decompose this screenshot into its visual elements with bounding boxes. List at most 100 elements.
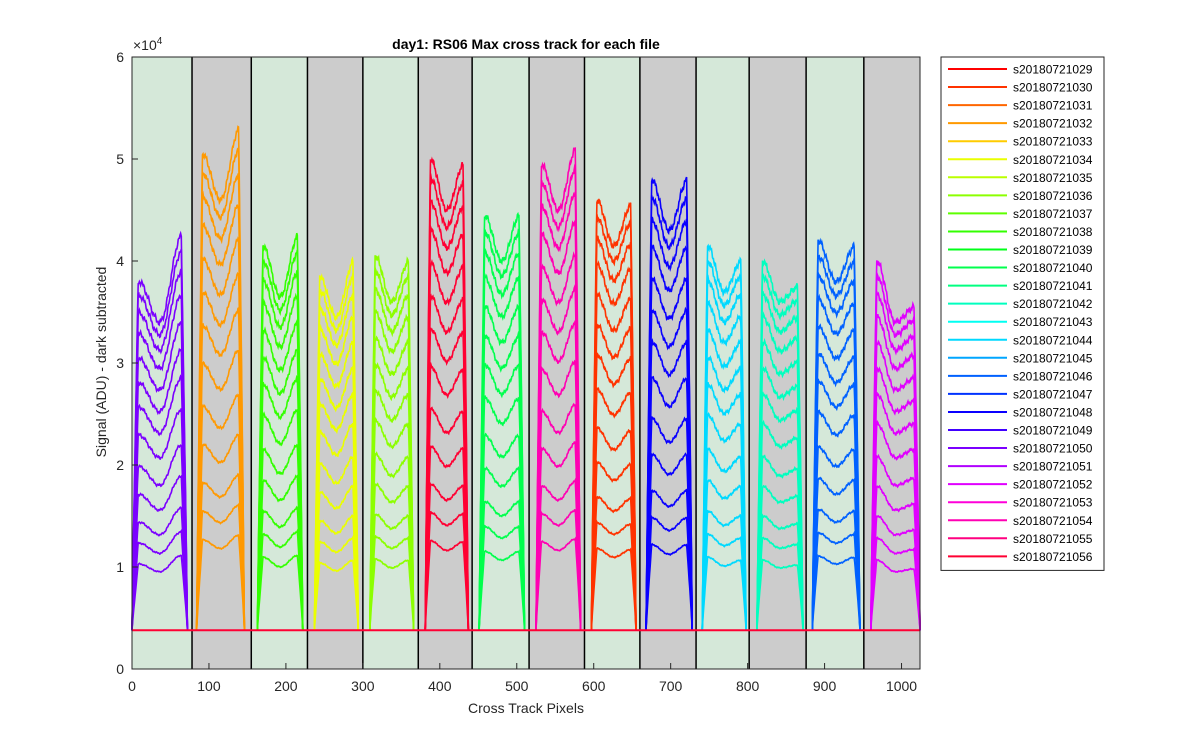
x-tick-label-9: 900 xyxy=(813,678,837,694)
segment-11-curve-6 xyxy=(756,391,804,631)
x-tick-label-0: 0 xyxy=(128,678,136,694)
legend-entry-18: s20180721047 xyxy=(948,387,1093,401)
legend-label-6: s20180721035 xyxy=(1013,171,1093,185)
segment-7-curve-0 xyxy=(535,536,582,631)
legend-entry-26: s20180721055 xyxy=(948,532,1093,546)
legend-entry-14: s20180721043 xyxy=(948,315,1093,329)
segment-9-curve-8 xyxy=(645,276,693,631)
legend-label-11: s20180721040 xyxy=(1013,261,1093,275)
segment-4-curve-2 xyxy=(369,513,415,631)
segment-13-curve-5 xyxy=(870,419,921,631)
segment-3-curve-12 xyxy=(313,256,359,631)
segment-0-curve-4 xyxy=(131,444,189,631)
segment-9-curve-2 xyxy=(645,488,693,631)
segment-10-curve-8 xyxy=(701,327,747,631)
legend-entry-16: s20180721045 xyxy=(948,351,1093,365)
segment-8-curve-12 xyxy=(590,198,637,631)
segment-11-curve-9 xyxy=(756,311,804,631)
segment-13-curve-7 xyxy=(870,366,921,631)
segment-0-curve-5 xyxy=(131,408,189,631)
segment-3-curve-11 xyxy=(313,273,359,631)
segment-0-curve-7 xyxy=(131,347,189,631)
segment-0-curve-9 xyxy=(131,293,189,631)
segment-2-curve-0 xyxy=(256,554,304,631)
legend-entry-10: s20180721039 xyxy=(948,243,1093,257)
segment-5-curve-1 xyxy=(424,510,470,631)
segment-11-curves xyxy=(756,258,804,631)
legend-entry-7: s20180721036 xyxy=(948,189,1093,203)
segment-11-curve-1 xyxy=(756,536,804,631)
segment-10-curve-9 xyxy=(701,299,747,631)
legend-label-3: s20180721032 xyxy=(1013,117,1093,131)
segment-4-curve-5 xyxy=(369,416,415,631)
data-curves xyxy=(131,125,921,631)
segment-5-curve-0 xyxy=(424,539,470,631)
segment-9-curve-9 xyxy=(645,244,693,631)
segment-13-curve-1 xyxy=(870,536,921,631)
segment-0-curve-0 xyxy=(131,554,189,631)
segment-7-curve-1 xyxy=(535,508,582,631)
legend-label-13: s20180721042 xyxy=(1013,297,1093,311)
segment-3-curve-3 xyxy=(313,483,359,631)
x-tick-label-7: 700 xyxy=(659,678,683,694)
segment-8-curve-5 xyxy=(590,386,637,631)
segment-11-curve-7 xyxy=(756,365,804,631)
legend-label-18: s20180721047 xyxy=(1013,387,1093,401)
segment-0-curve-10 xyxy=(131,268,189,631)
segment-5-curve-9 xyxy=(424,224,470,631)
legend-entry-3: s20180721032 xyxy=(948,117,1093,131)
segment-6-curve-3 xyxy=(478,466,526,631)
segment-8-curve-9 xyxy=(590,260,637,631)
segment-12-curve-6 xyxy=(811,378,861,631)
segment-11-curve-0 xyxy=(756,558,804,631)
legend-label-27: s20180721056 xyxy=(1013,550,1093,564)
segment-10-curves xyxy=(701,243,747,631)
legend-label-19: s20180721048 xyxy=(1013,405,1093,419)
segment-3-curve-0 xyxy=(313,559,359,631)
legend-label-25: s20180721054 xyxy=(1013,514,1093,528)
segment-4-curve-0 xyxy=(369,557,415,631)
segment-1-curve-11 xyxy=(195,147,246,631)
segment-0-curves xyxy=(131,230,189,631)
legend-label-14: s20180721043 xyxy=(1013,315,1093,329)
segment-5-curve-7 xyxy=(424,293,470,631)
segment-4-curve-1 xyxy=(369,534,415,631)
segment-0-curve-2 xyxy=(131,506,189,631)
segment-13-curve-11 xyxy=(870,272,921,631)
segment-5-curve-4 xyxy=(424,406,470,631)
segment-3-curve-1 xyxy=(313,534,359,631)
segment-7-curve-9 xyxy=(535,219,582,631)
segment-12-curve-2 xyxy=(811,508,861,631)
segment-9-curve-7 xyxy=(645,306,693,631)
segment-1-curves xyxy=(195,125,246,631)
segment-6-curve-10 xyxy=(478,248,526,631)
segment-6-curve-1 xyxy=(478,524,526,631)
segment-7-curve-10 xyxy=(535,191,582,631)
segment-12-curve-10 xyxy=(811,272,861,631)
segment-2-curve-8 xyxy=(256,319,304,631)
segment-12-curve-9 xyxy=(811,293,861,631)
axes: 0 100 200 300 400 500 600 700 800 900 1000 0 1 2 3 4 5 6 xyxy=(116,49,921,694)
segment-5-curve-8 xyxy=(424,258,470,631)
segment-3-curve-7 xyxy=(313,366,359,631)
segment-10-curve-4 xyxy=(701,447,747,631)
x-tick-label-10: 1000 xyxy=(886,678,917,694)
y-axis-exponent-base: ×10 xyxy=(133,37,157,53)
segment-3-curve-4 xyxy=(313,455,359,631)
segment-6-curve-7 xyxy=(478,330,526,631)
legend-label-16: s20180721045 xyxy=(1013,351,1093,365)
segment-5-curve-6 xyxy=(424,327,470,631)
segment-8-curve-1 xyxy=(590,519,637,631)
segment-4-curves xyxy=(369,254,415,631)
segment-0-curve-11 xyxy=(131,248,189,631)
legend-entry-1: s20180721030 xyxy=(948,81,1093,95)
segment-5-curve-12 xyxy=(424,156,470,631)
x-tick-label-5: 500 xyxy=(505,678,529,694)
legend-entry-12: s20180721041 xyxy=(948,279,1093,293)
segment-12-curve-12 xyxy=(811,237,861,631)
segment-5-curve-11 xyxy=(424,173,470,631)
legend-entry-15: s20180721044 xyxy=(948,333,1093,347)
segment-13-curve-3 xyxy=(870,484,921,631)
segment-5-curve-10 xyxy=(424,199,470,631)
